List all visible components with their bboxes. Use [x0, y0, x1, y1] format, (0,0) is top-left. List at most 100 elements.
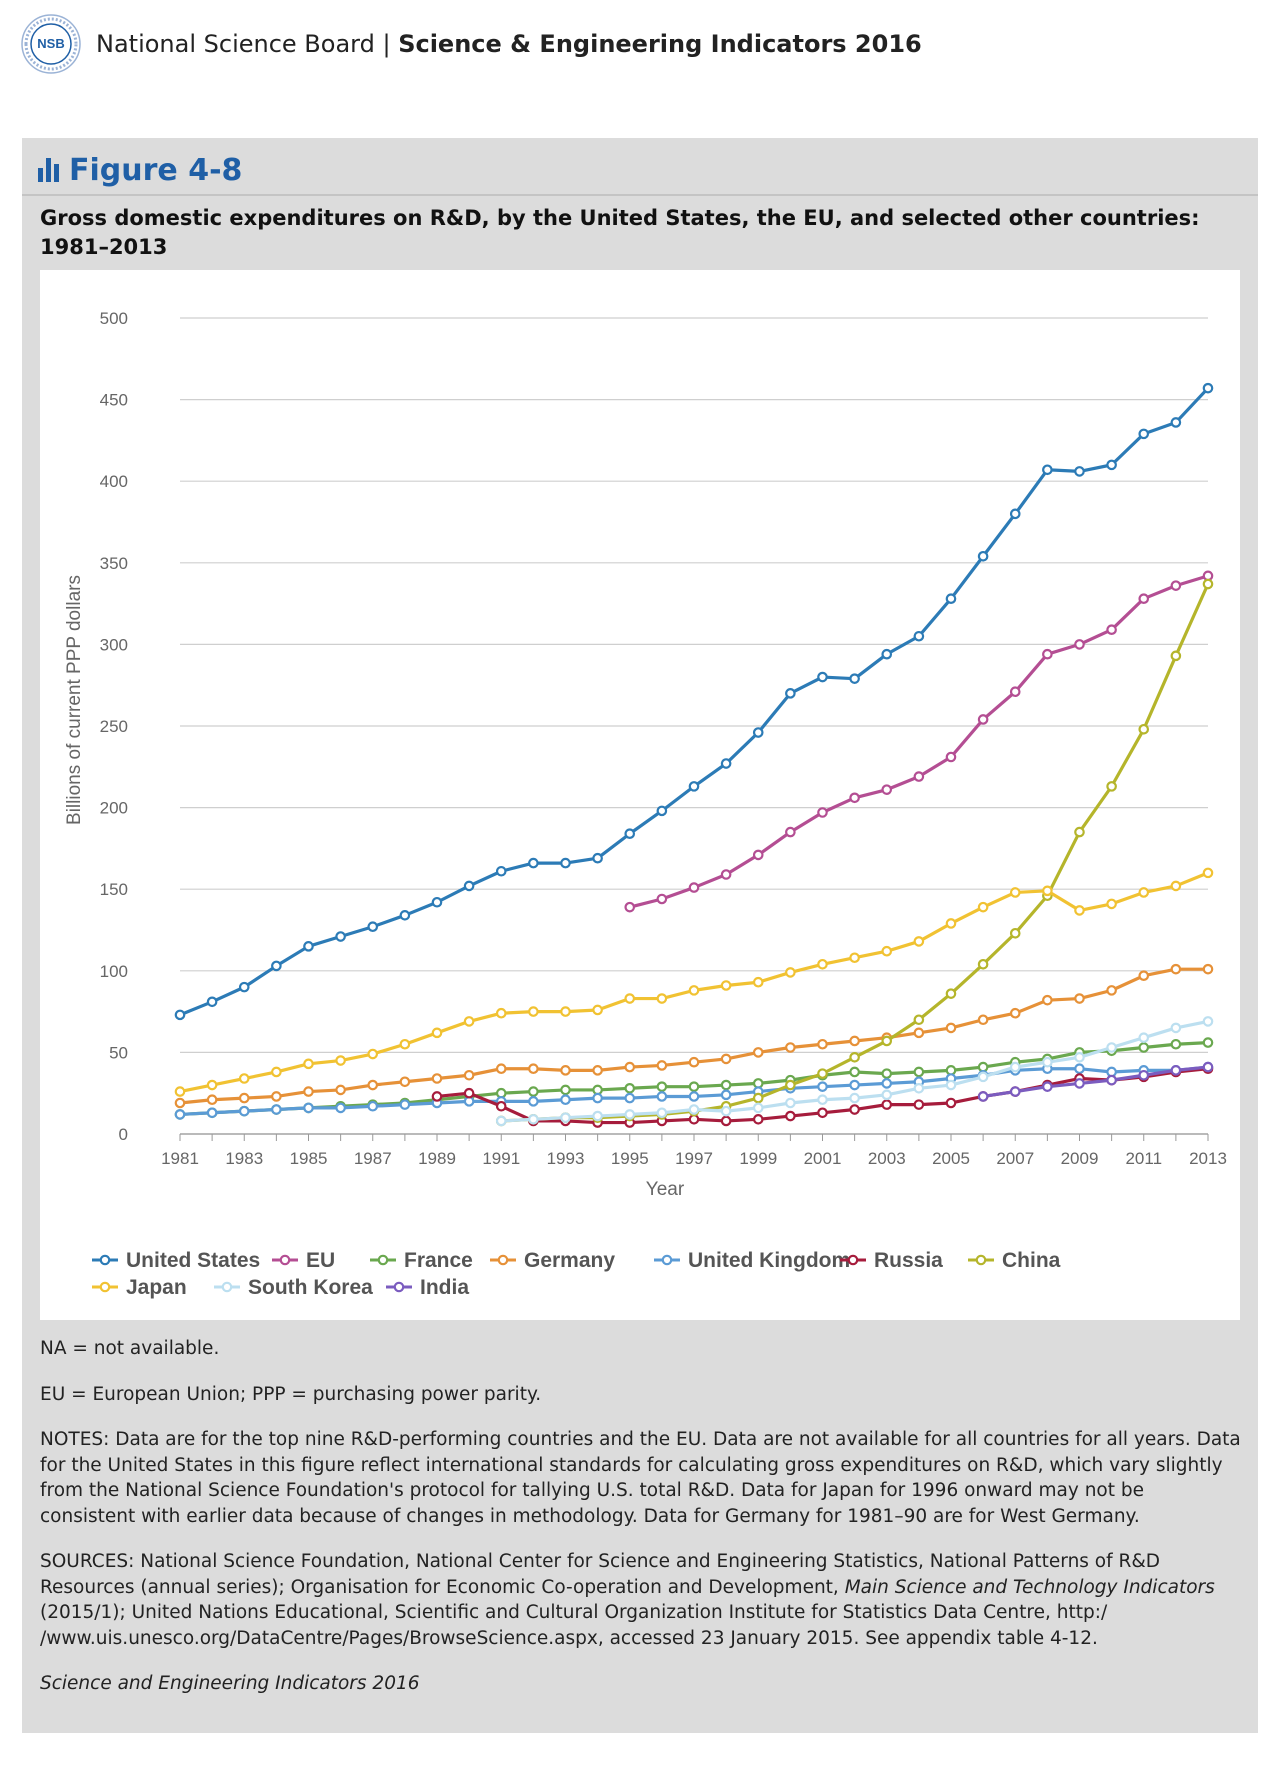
data-point — [495, 1115, 507, 1127]
credit-text: Science and Engineering Indicators 2016 — [40, 1673, 420, 1694]
legend-item[interactable]: China — [968, 1249, 1061, 1272]
legend-item[interactable]: France — [370, 1249, 473, 1272]
data-point — [624, 1061, 636, 1073]
data-point — [817, 1107, 828, 1119]
data-point — [720, 1079, 732, 1091]
note-na: NA = not available. — [40, 1338, 220, 1359]
data-point — [335, 1055, 346, 1066]
data-point — [817, 1081, 828, 1092]
data-point — [1138, 970, 1150, 981]
data-point — [399, 1099, 411, 1110]
data-point — [881, 1089, 893, 1101]
legend-marker — [99, 1254, 111, 1266]
data-point — [1202, 382, 1214, 394]
data-point — [913, 771, 925, 782]
x-tick-label: 1987 — [354, 1149, 392, 1168]
data-point — [174, 1109, 186, 1120]
data-point — [238, 1092, 250, 1104]
legend-label: China — [1002, 1249, 1061, 1272]
data-point — [528, 1086, 539, 1097]
data-point — [238, 981, 250, 993]
data-point — [977, 1014, 989, 1026]
data-point — [1106, 1074, 1117, 1086]
data-point — [977, 714, 989, 725]
data-point — [977, 958, 989, 970]
data-point — [495, 1007, 507, 1019]
figure-label: Figure 4-8 — [38, 148, 242, 192]
axes: 0 50 100 150 200 250 300 350 400 450 500 1981 1983 19… — [100, 309, 1227, 1168]
data-point — [656, 1091, 668, 1102]
data-point — [913, 630, 925, 642]
legend-item[interactable]: Russia — [840, 1249, 943, 1272]
data-point — [367, 1048, 379, 1060]
data-point — [303, 1086, 314, 1097]
data-point — [1074, 1051, 1085, 1063]
data-point — [1042, 1056, 1053, 1068]
series-lines — [174, 382, 1214, 1128]
x-tick-label: 1993 — [547, 1149, 585, 1168]
data-point — [303, 941, 314, 952]
data-point — [592, 1110, 603, 1122]
data-point — [1138, 428, 1150, 440]
data-point — [945, 1079, 957, 1091]
data-point — [174, 1097, 186, 1109]
data-point — [592, 1004, 603, 1016]
data-point — [849, 1104, 860, 1115]
legend-marker — [661, 1254, 673, 1266]
data-point — [624, 1083, 636, 1094]
data-point — [913, 1066, 925, 1078]
data-point — [560, 1094, 571, 1106]
legend-item[interactable]: India — [386, 1276, 469, 1299]
data-point — [1202, 578, 1214, 590]
data-point — [367, 1079, 379, 1091]
data-point — [752, 1047, 764, 1058]
data-point — [785, 1110, 796, 1122]
x-axis-label: Year — [646, 1179, 685, 1200]
data-point — [656, 805, 668, 817]
legend-marker — [279, 1254, 291, 1266]
data-point — [495, 865, 507, 877]
legend-item[interactable]: United States — [92, 1249, 260, 1272]
data-point — [1074, 1078, 1085, 1089]
data-point — [817, 1094, 828, 1106]
data-point — [1009, 1086, 1021, 1097]
bar-chart-icon — [38, 158, 59, 182]
x-tick-label: 1997 — [675, 1149, 713, 1168]
data-point — [560, 1065, 571, 1076]
legend-label: EU — [306, 1249, 335, 1272]
data-point — [431, 896, 443, 908]
data-point — [367, 1100, 379, 1112]
legend-item[interactable]: EU — [272, 1249, 335, 1272]
data-point — [1009, 686, 1021, 698]
data-point — [560, 1112, 571, 1123]
data-point — [335, 1102, 346, 1114]
legend-item[interactable]: South Korea — [214, 1276, 373, 1299]
legend-label: France — [404, 1249, 473, 1272]
data-point — [720, 1089, 732, 1101]
legend-item[interactable]: United Kingdom — [654, 1249, 850, 1272]
data-point — [238, 1105, 250, 1117]
data-point — [913, 1099, 925, 1110]
data-point — [1138, 593, 1150, 605]
data-point — [206, 996, 218, 1008]
data-point — [752, 1114, 764, 1125]
data-point — [817, 807, 828, 818]
legend-item[interactable]: Japan — [92, 1276, 187, 1299]
data-point — [881, 648, 893, 660]
data-point — [913, 936, 925, 947]
data-point — [624, 993, 636, 1004]
x-tick-label: 2009 — [1061, 1149, 1099, 1168]
note-text: NOTES: Data are for the top nine R&D-per… — [40, 1429, 1241, 1527]
y-axis-label: Billions of current PPP dollars — [64, 575, 85, 825]
data-point — [335, 1084, 346, 1096]
data-point — [463, 880, 475, 892]
legend-item[interactable]: Germany — [490, 1249, 615, 1272]
data-point — [1009, 508, 1021, 520]
data-point — [752, 849, 764, 861]
data-point — [271, 1091, 282, 1102]
data-point — [1106, 898, 1117, 910]
data-point — [720, 758, 732, 769]
data-point — [1138, 1042, 1150, 1053]
data-point — [463, 1016, 475, 1027]
data-point — [881, 1068, 893, 1079]
